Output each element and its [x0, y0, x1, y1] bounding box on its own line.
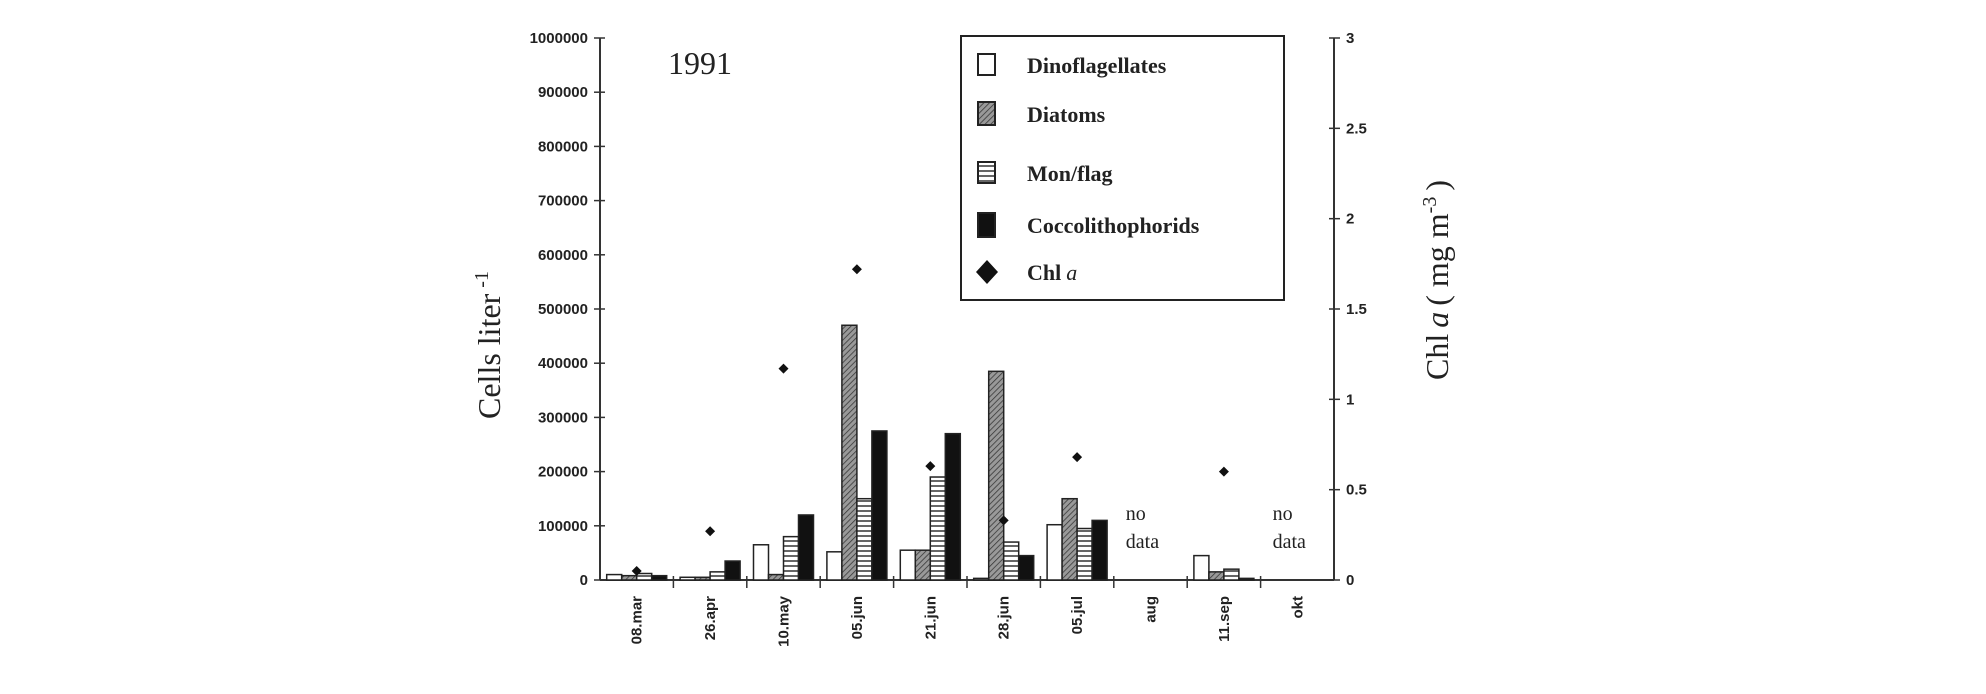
y2-axis-label: Chla( mg m-3)	[1419, 180, 1455, 380]
bar-dinoflagellates	[1046, 523, 1063, 581]
y-tick-label: 1000000	[530, 30, 588, 47]
legend-item-mon-flag: Mon/flag	[977, 161, 1113, 186]
legend-swatch-dinoflagellates	[977, 53, 996, 76]
chl-point	[631, 565, 642, 576]
x-tick-label: 11.sep	[1216, 596, 1233, 642]
y-tick-label: 200000	[538, 464, 588, 481]
legend-item-coccolithophorids: Coccolithophorids	[977, 212, 1200, 238]
bar-mon-flag	[635, 572, 653, 581]
bar-mon-flag	[1076, 527, 1093, 581]
legend-label: Diatoms	[1027, 102, 1106, 127]
bar-dinoflagellates	[826, 551, 843, 581]
bar-mon-flag	[929, 476, 947, 581]
bar-coccolithophorids	[1017, 554, 1035, 581]
bar-dinoflagellates	[605, 573, 623, 581]
y-axis-label: Cells liter-1	[471, 271, 507, 419]
chl-point	[925, 461, 936, 472]
legend-item-chl-a: Chl a	[976, 260, 1077, 285]
y2-tick-label: 1	[1346, 391, 1354, 408]
legend-box	[960, 35, 1285, 301]
x-tick-labels: 08.mar 26.apr 10.may 05.jun 21.jun 28.jun 05.j…	[629, 595, 1307, 647]
x-tick-label: 08.mar	[629, 596, 646, 645]
bar-mon-flag	[856, 497, 873, 581]
bar-diatoms	[841, 324, 858, 581]
chart-title: 1991	[668, 45, 732, 81]
diamond-icon	[976, 260, 998, 284]
bar-dinoflagellates	[679, 576, 696, 581]
annotations: no data no data	[1126, 503, 1306, 553]
y2-tick-label: 2.5	[1346, 120, 1367, 137]
x-tick-label: okt	[1289, 596, 1306, 619]
axes: 0 100000 200000 300000 400000 500000 600000 700…	[530, 30, 1367, 589]
bar-mon-flag	[709, 571, 726, 581]
y2-tick-label: 1.5	[1346, 301, 1367, 318]
x-tick-label: 26.apr	[702, 596, 719, 640]
y-tick-label: 700000	[538, 193, 588, 210]
legend-item-dinoflagellates: Dinoflagellates	[977, 53, 1167, 78]
bar-diatoms	[1208, 571, 1225, 581]
y-tick-label: 900000	[538, 84, 588, 101]
no-data-label: no	[1273, 503, 1293, 525]
legend-label: Mon/flag	[1027, 161, 1113, 186]
bar-mon-flag	[1002, 541, 1020, 581]
chl-points	[631, 264, 1229, 576]
bar-coccolithophorids	[1091, 519, 1108, 581]
bar-diatoms	[767, 573, 785, 581]
x-tick-label: 28.jun	[996, 596, 1013, 639]
chl-point	[705, 526, 716, 537]
no-data-label: no	[1126, 503, 1146, 525]
chl-point	[998, 515, 1009, 526]
bar-diatoms	[620, 574, 638, 581]
bar-coccolithophorids	[797, 514, 815, 581]
chl-point	[1218, 466, 1229, 477]
no-data-label: data	[1126, 531, 1159, 553]
bar-diatoms	[987, 370, 1005, 581]
legend-item-diatoms: Diatoms	[977, 101, 1106, 127]
legend-swatch-diatoms	[977, 101, 996, 126]
bar-coccolithophorids	[650, 574, 668, 581]
x-tick-label: aug	[1143, 596, 1160, 623]
y2-tick-label: 0	[1346, 572, 1354, 589]
bar-coccolithophorids	[1238, 577, 1255, 581]
legend-swatch-coccolithophorids	[977, 212, 996, 238]
y-tick-label: 0	[580, 572, 588, 589]
bars	[605, 324, 1255, 581]
x-tick-label: 05.jun	[849, 596, 866, 639]
chl-point	[778, 363, 789, 374]
legend-label: Dinoflagellates	[1027, 53, 1167, 78]
legend-swatch-mon-flag	[977, 161, 996, 184]
bar-dinoflagellates	[899, 549, 917, 581]
y-tick-label: 100000	[538, 518, 588, 535]
chl-point	[851, 264, 862, 275]
y2-tick-label: 2	[1346, 211, 1354, 228]
chl-point	[1072, 452, 1083, 463]
y-tick-label: 300000	[538, 409, 588, 426]
bar-dinoflagellates	[1193, 554, 1210, 581]
bar-dinoflagellates	[972, 577, 990, 581]
bar-mon-flag	[1223, 568, 1240, 581]
y-tick-label: 600000	[538, 247, 588, 264]
x-tick-label: 21.jun	[922, 596, 939, 639]
y-tick-label: 400000	[538, 355, 588, 372]
legend-label: Coccolithophorids	[1027, 213, 1200, 238]
no-data-label: data	[1273, 531, 1306, 553]
y-tick-label: 500000	[538, 301, 588, 318]
bar-coccolithophorids	[871, 430, 888, 581]
bar-mon-flag	[782, 535, 800, 581]
x-tick-label: 10.may	[776, 595, 793, 647]
bar-diatoms	[694, 576, 711, 581]
bar-diatoms	[914, 549, 932, 581]
bar-dinoflagellates	[752, 544, 770, 581]
y2-tick-label: 0.5	[1346, 482, 1367, 499]
legend-label: Chl a	[1027, 260, 1077, 285]
bar-coccolithophorids	[724, 560, 741, 581]
bar-diatoms	[1061, 497, 1078, 581]
legend: Dinoflagellates Diatoms Mon/flag Coccoli…	[960, 35, 1285, 301]
y-tick-label: 800000	[538, 138, 588, 155]
y2-tick-label: 3	[1346, 30, 1354, 47]
x-tick-label: 05.jul	[1069, 596, 1086, 634]
bar-coccolithophorids	[944, 432, 962, 581]
